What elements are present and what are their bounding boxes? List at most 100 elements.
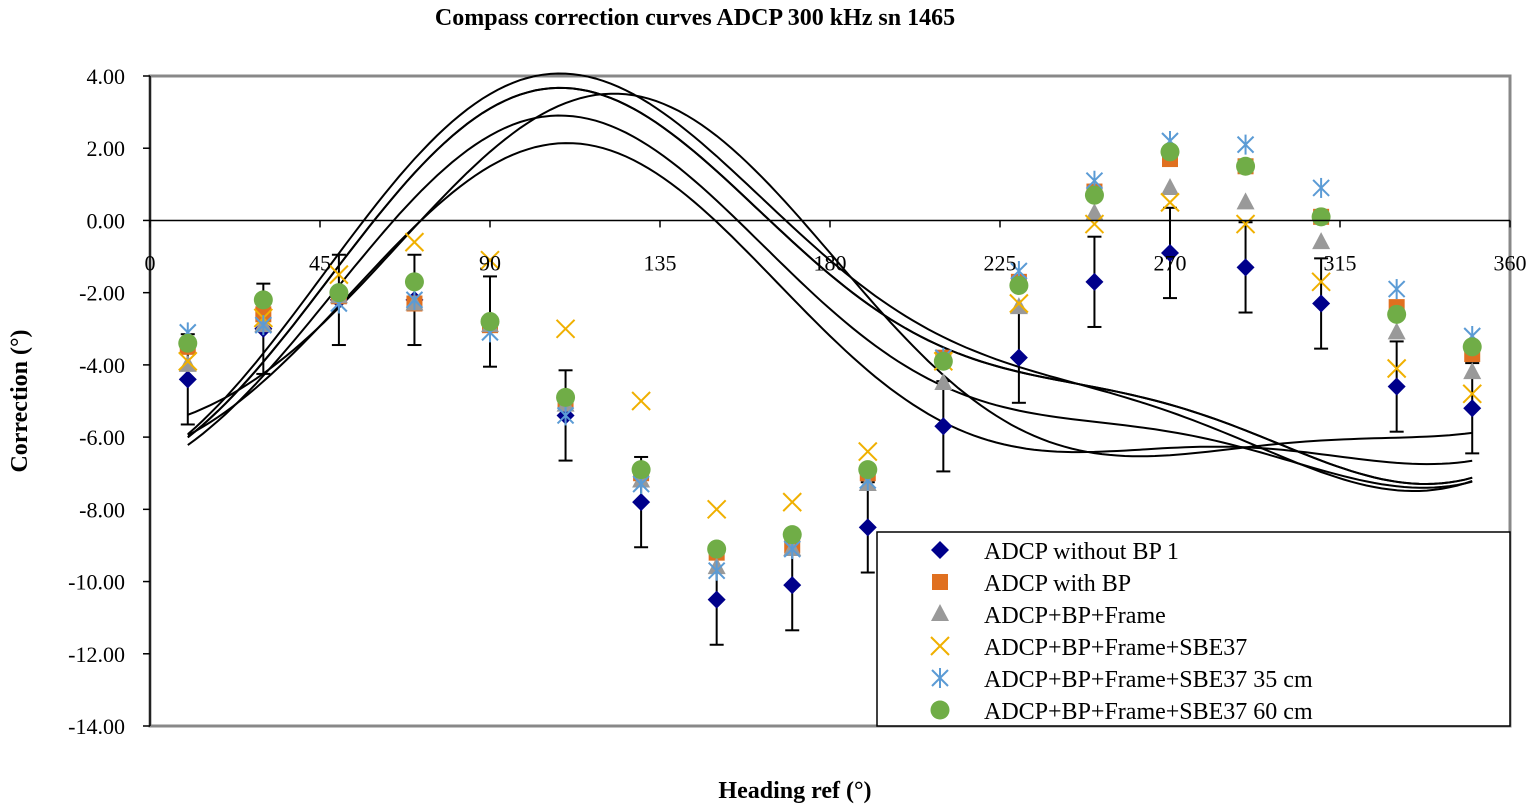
fit-curve <box>187 114 1473 489</box>
data-point <box>707 560 726 581</box>
data-point <box>782 525 802 545</box>
marker-shape <box>1387 377 1406 396</box>
data-point <box>1009 297 1028 315</box>
data-point <box>178 333 198 353</box>
marker-shape <box>1387 304 1407 324</box>
data-point <box>1462 384 1482 404</box>
fit-curves <box>187 72 1473 492</box>
data-point <box>556 387 576 407</box>
data-point <box>1236 258 1255 277</box>
marker-shape <box>631 460 651 480</box>
marker-shape <box>1312 294 1331 313</box>
marker-shape <box>253 290 273 310</box>
data-point <box>1463 362 1482 380</box>
marker-shape <box>706 499 727 520</box>
data-point <box>632 493 651 512</box>
marker-shape <box>1009 348 1028 367</box>
marker-shape <box>782 525 802 545</box>
x-axis-label: Heading ref (°) <box>718 778 871 804</box>
data-point <box>934 372 953 390</box>
y-tick-label: -12.00 <box>68 642 125 667</box>
marker-shape <box>329 264 349 285</box>
data-point <box>1009 275 1029 295</box>
data-point <box>1463 399 1482 418</box>
chart-title: Compass correction curves ADCP 300 kHz s… <box>435 5 955 31</box>
marker-shape <box>858 518 877 537</box>
marker-shape <box>707 590 726 609</box>
legend-item: ADCP+BP+Frame+SBE37 <box>930 635 1247 661</box>
marker-shape <box>1463 399 1482 418</box>
marker-shape <box>707 539 727 559</box>
data-point <box>1235 214 1256 234</box>
fit-curve <box>187 72 1473 492</box>
data-point <box>253 290 273 310</box>
data-point <box>1311 207 1331 227</box>
legend: ADCP without BP 1 ADCP with BP ADCP+BP+Fra… <box>876 531 1511 727</box>
y-tick-label: -14.00 <box>68 714 125 739</box>
x-tick-label: 225 <box>984 250 1017 275</box>
marker-shape <box>404 272 424 292</box>
marker-shape <box>931 604 949 621</box>
marker-shape <box>1085 203 1104 221</box>
data-point <box>707 590 726 609</box>
marker-shape <box>934 372 953 390</box>
data-point <box>1387 377 1406 396</box>
y-tick-label: 4.00 <box>87 64 126 89</box>
legend-label: ADCP+BP+Frame+SBE37 <box>984 635 1247 661</box>
y-tick-label: -2.00 <box>79 281 125 306</box>
marker-shape <box>782 492 802 512</box>
data-point <box>1084 214 1105 234</box>
marker-shape <box>1236 192 1255 210</box>
marker-shape <box>480 312 500 332</box>
marker-shape <box>1084 214 1105 234</box>
fit-curve <box>187 86 1473 486</box>
data-point <box>405 289 424 310</box>
data-point <box>1386 358 1407 379</box>
fit-curve <box>187 86 1473 486</box>
marker-shape <box>1462 337 1482 357</box>
data-point <box>631 460 651 480</box>
marker-shape <box>1084 185 1104 205</box>
marker-shape <box>934 417 953 436</box>
marker-shape <box>1462 384 1482 404</box>
marker-shape <box>1311 272 1331 292</box>
data-point <box>1387 279 1406 300</box>
marker-shape <box>783 576 802 595</box>
data-point <box>404 232 425 252</box>
legend-label: ADCP with BP <box>984 571 1131 597</box>
marker-shape <box>1236 156 1256 176</box>
marker-shape <box>178 370 197 389</box>
marker-shape <box>933 351 953 371</box>
data-point <box>1009 348 1028 367</box>
data-point <box>858 518 877 537</box>
data-point <box>1085 203 1104 221</box>
marker-shape <box>1312 232 1331 250</box>
data-point <box>631 391 651 411</box>
data-point <box>255 306 272 323</box>
marker-shape <box>632 493 651 512</box>
data-point <box>782 492 802 512</box>
x-tick-label: 0 <box>145 250 156 275</box>
marker-shape <box>1463 362 1482 380</box>
marker-shape <box>1009 297 1028 315</box>
x-tick-label: 360 <box>1494 250 1527 275</box>
marker-shape <box>480 250 500 270</box>
data-point <box>1312 294 1331 313</box>
marker-shape <box>1009 293 1029 314</box>
data-point <box>329 283 349 303</box>
data-point <box>1160 192 1180 213</box>
fit-curve <box>187 142 1473 466</box>
legend-item: ADCP+BP+Frame <box>931 603 1166 629</box>
legend-label: ADCP+BP+Frame <box>984 603 1166 629</box>
data-point <box>858 460 878 480</box>
marker-shape <box>858 441 878 462</box>
legend-marker <box>932 574 948 590</box>
x-tick-label: 135 <box>644 250 677 275</box>
y-tick-label: -10.00 <box>68 570 125 595</box>
y-tick-label: -8.00 <box>79 497 125 522</box>
marker-shape <box>631 391 651 411</box>
marker-shape <box>1085 272 1104 291</box>
data-point <box>556 405 575 426</box>
data-point <box>178 351 198 371</box>
data-point <box>1160 142 1180 162</box>
